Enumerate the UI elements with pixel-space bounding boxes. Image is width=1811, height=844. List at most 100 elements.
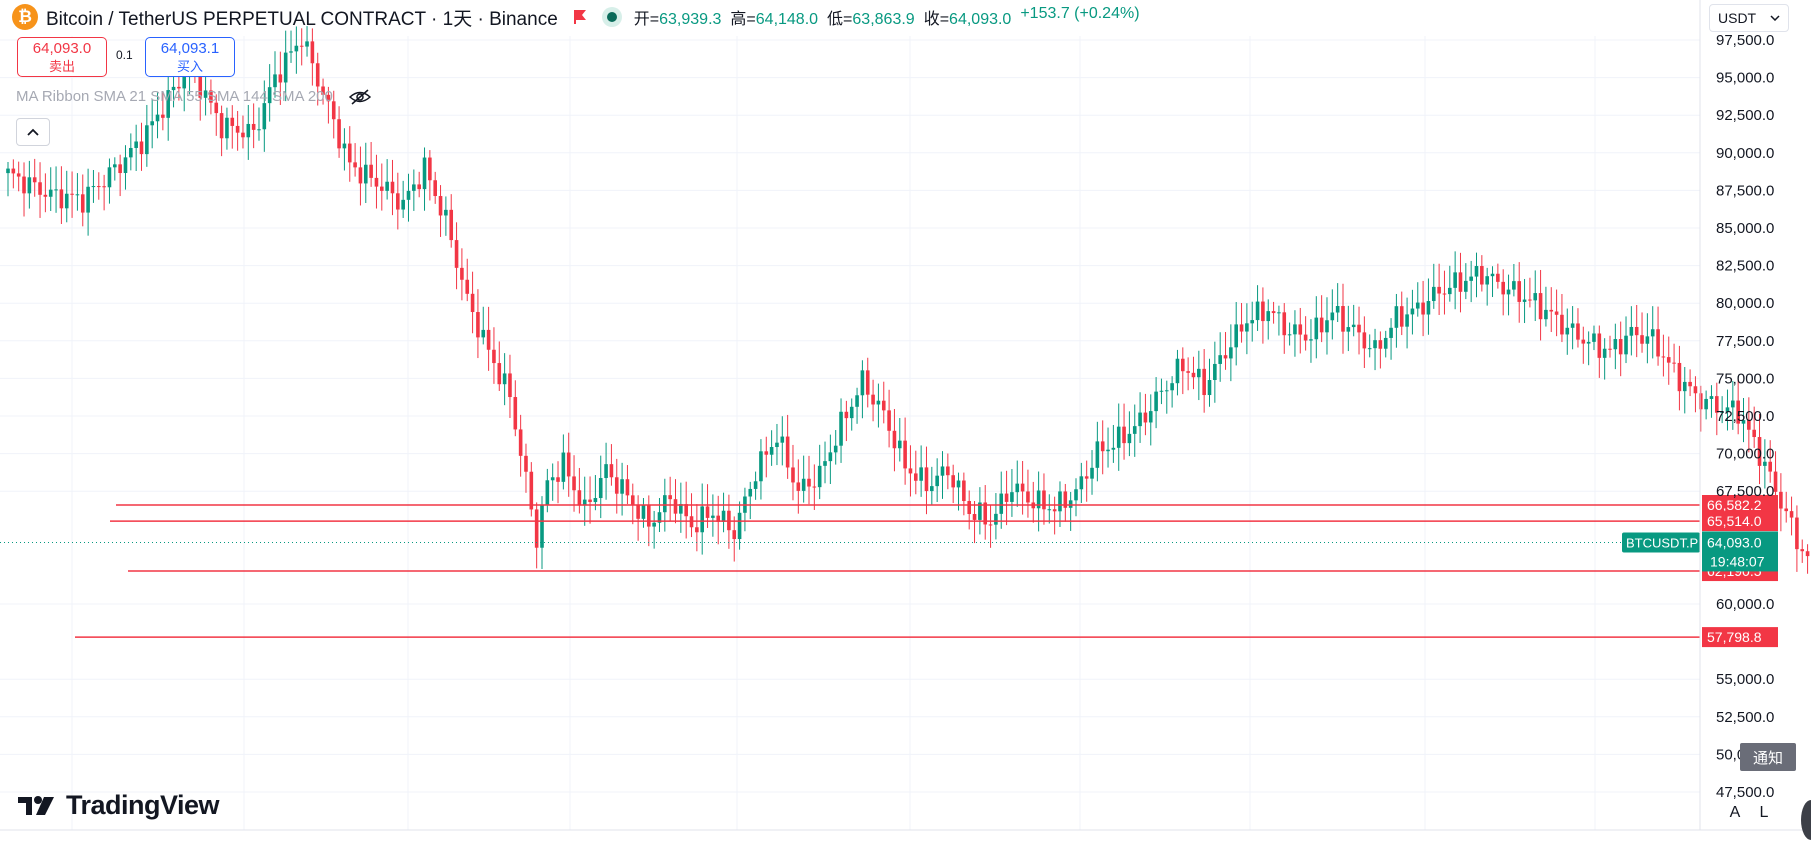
candle-body — [1255, 301, 1260, 321]
candle-body — [1672, 362, 1676, 364]
candle-body — [1624, 335, 1628, 355]
candle-body — [1100, 441, 1105, 452]
ma-ribbon-legend[interactable]: MA Ribbon SMA 21 SMA 55 SMA 144 SMA 200 — [16, 88, 371, 105]
candle-body — [1549, 309, 1554, 312]
candle-body — [1106, 449, 1110, 452]
candle-body — [967, 501, 971, 515]
symbol-title[interactable]: Bitcoin / TetherUS PERPETUAL CONTRACT · … — [46, 8, 558, 30]
notify-button[interactable]: 通知 — [1740, 743, 1796, 771]
candle-body — [1597, 333, 1602, 358]
candle-body — [1357, 324, 1361, 333]
auto-scale-button[interactable]: A — [1723, 802, 1747, 824]
candle-body — [1367, 348, 1372, 350]
candle-body — [1068, 500, 1073, 508]
candle-body — [289, 51, 293, 53]
candle-body — [700, 506, 704, 533]
candle-body — [1207, 379, 1212, 396]
candle-body — [684, 504, 688, 517]
candle-body — [1181, 358, 1185, 372]
candle-body — [1015, 483, 1020, 493]
candle-body — [1090, 467, 1094, 479]
candle-body — [1480, 266, 1484, 285]
candle-body — [1741, 420, 1746, 424]
candle-body — [1175, 358, 1180, 384]
candle-body — [620, 479, 624, 494]
candle-body — [80, 194, 85, 213]
candle-body — [1191, 372, 1196, 378]
candle-body — [1725, 407, 1730, 412]
candle-body — [139, 141, 144, 155]
tradingview-logo[interactable]: TradingView — [18, 790, 220, 821]
candle-body — [860, 370, 865, 396]
buy-button[interactable]: 64,093.1 买入 — [145, 37, 235, 77]
candle-body — [358, 167, 363, 184]
candle-body — [988, 524, 993, 526]
candle-body — [438, 196, 443, 216]
candle-body — [1677, 362, 1682, 392]
buy-price: 64,093.1 — [160, 40, 220, 57]
candle-body — [1554, 311, 1559, 315]
ma-ribbon-label[interactable]: MA Ribbon SMA 21 SMA 55 SMA 144 SMA 200 — [16, 88, 333, 105]
candle-body — [721, 510, 726, 522]
candle-body — [1453, 272, 1457, 288]
candle-body — [1405, 314, 1409, 327]
candle-body — [1298, 324, 1303, 335]
price-tick-label: 95,000.0 — [1716, 70, 1774, 87]
open-label: 开= — [633, 11, 660, 28]
candle-body — [695, 527, 699, 533]
currency-value: USDT — [1718, 10, 1757, 26]
candle-body — [1351, 324, 1356, 328]
candle-body — [582, 499, 587, 506]
candle-body — [129, 147, 133, 158]
candlestick-series — [6, 26, 1810, 574]
candle-body — [753, 481, 758, 489]
candle-body — [38, 182, 42, 195]
candle-body — [946, 466, 950, 476]
candle-body — [598, 478, 603, 499]
eye-hidden-icon[interactable] — [348, 88, 371, 105]
candle-body — [1271, 311, 1276, 314]
candle-body — [1431, 286, 1436, 302]
market-status-icon[interactable] — [601, 7, 622, 27]
candle-body — [1159, 390, 1164, 392]
side-widget-toggle[interactable] — [1801, 800, 1811, 840]
candle-body — [1650, 329, 1655, 337]
sell-price: 64,093.0 — [32, 40, 92, 57]
candle-body — [1399, 306, 1404, 327]
candle-body — [518, 429, 523, 456]
candle-body — [711, 515, 715, 518]
candle-body — [1656, 329, 1660, 357]
symbol-tag — [1622, 532, 1700, 553]
candle-body — [460, 267, 464, 280]
collapse-legend-button[interactable] — [16, 118, 50, 146]
candle-body — [759, 451, 763, 482]
sell-button[interactable]: 64,093.0 卖出 — [17, 37, 107, 77]
candle-body — [1581, 339, 1586, 344]
candle-body — [1164, 390, 1169, 392]
candle-body — [1773, 471, 1778, 492]
candle-body — [978, 502, 982, 520]
flag-icon[interactable] — [572, 9, 588, 25]
price-tick-label: 90,000.0 — [1716, 145, 1774, 162]
candle-body — [428, 157, 432, 181]
log-scale-button[interactable]: L — [1752, 802, 1776, 824]
candle-body — [1245, 323, 1249, 332]
bitcoin-icon[interactable]: ₿ — [12, 4, 38, 30]
symbol-tag-label: BTCUSDT.P — [1626, 535, 1698, 550]
candle-body — [577, 490, 582, 506]
candle-body — [54, 189, 58, 191]
candle-body — [150, 121, 154, 126]
candle-body — [177, 86, 181, 89]
price-tick-label: 97,500.0 — [1716, 32, 1774, 49]
candle-body — [817, 465, 822, 488]
candle-body — [956, 480, 961, 488]
candle-body — [994, 513, 998, 525]
candle-body — [433, 180, 437, 197]
candle-body — [59, 189, 64, 209]
currency-select[interactable]: USDT — [1709, 4, 1789, 32]
candle-body — [609, 464, 614, 478]
candle-body — [1116, 426, 1121, 448]
horizontal-lines[interactable]: 66,582.265,514.062,190.557,798.8BTCUSDT.… — [0, 495, 1778, 648]
